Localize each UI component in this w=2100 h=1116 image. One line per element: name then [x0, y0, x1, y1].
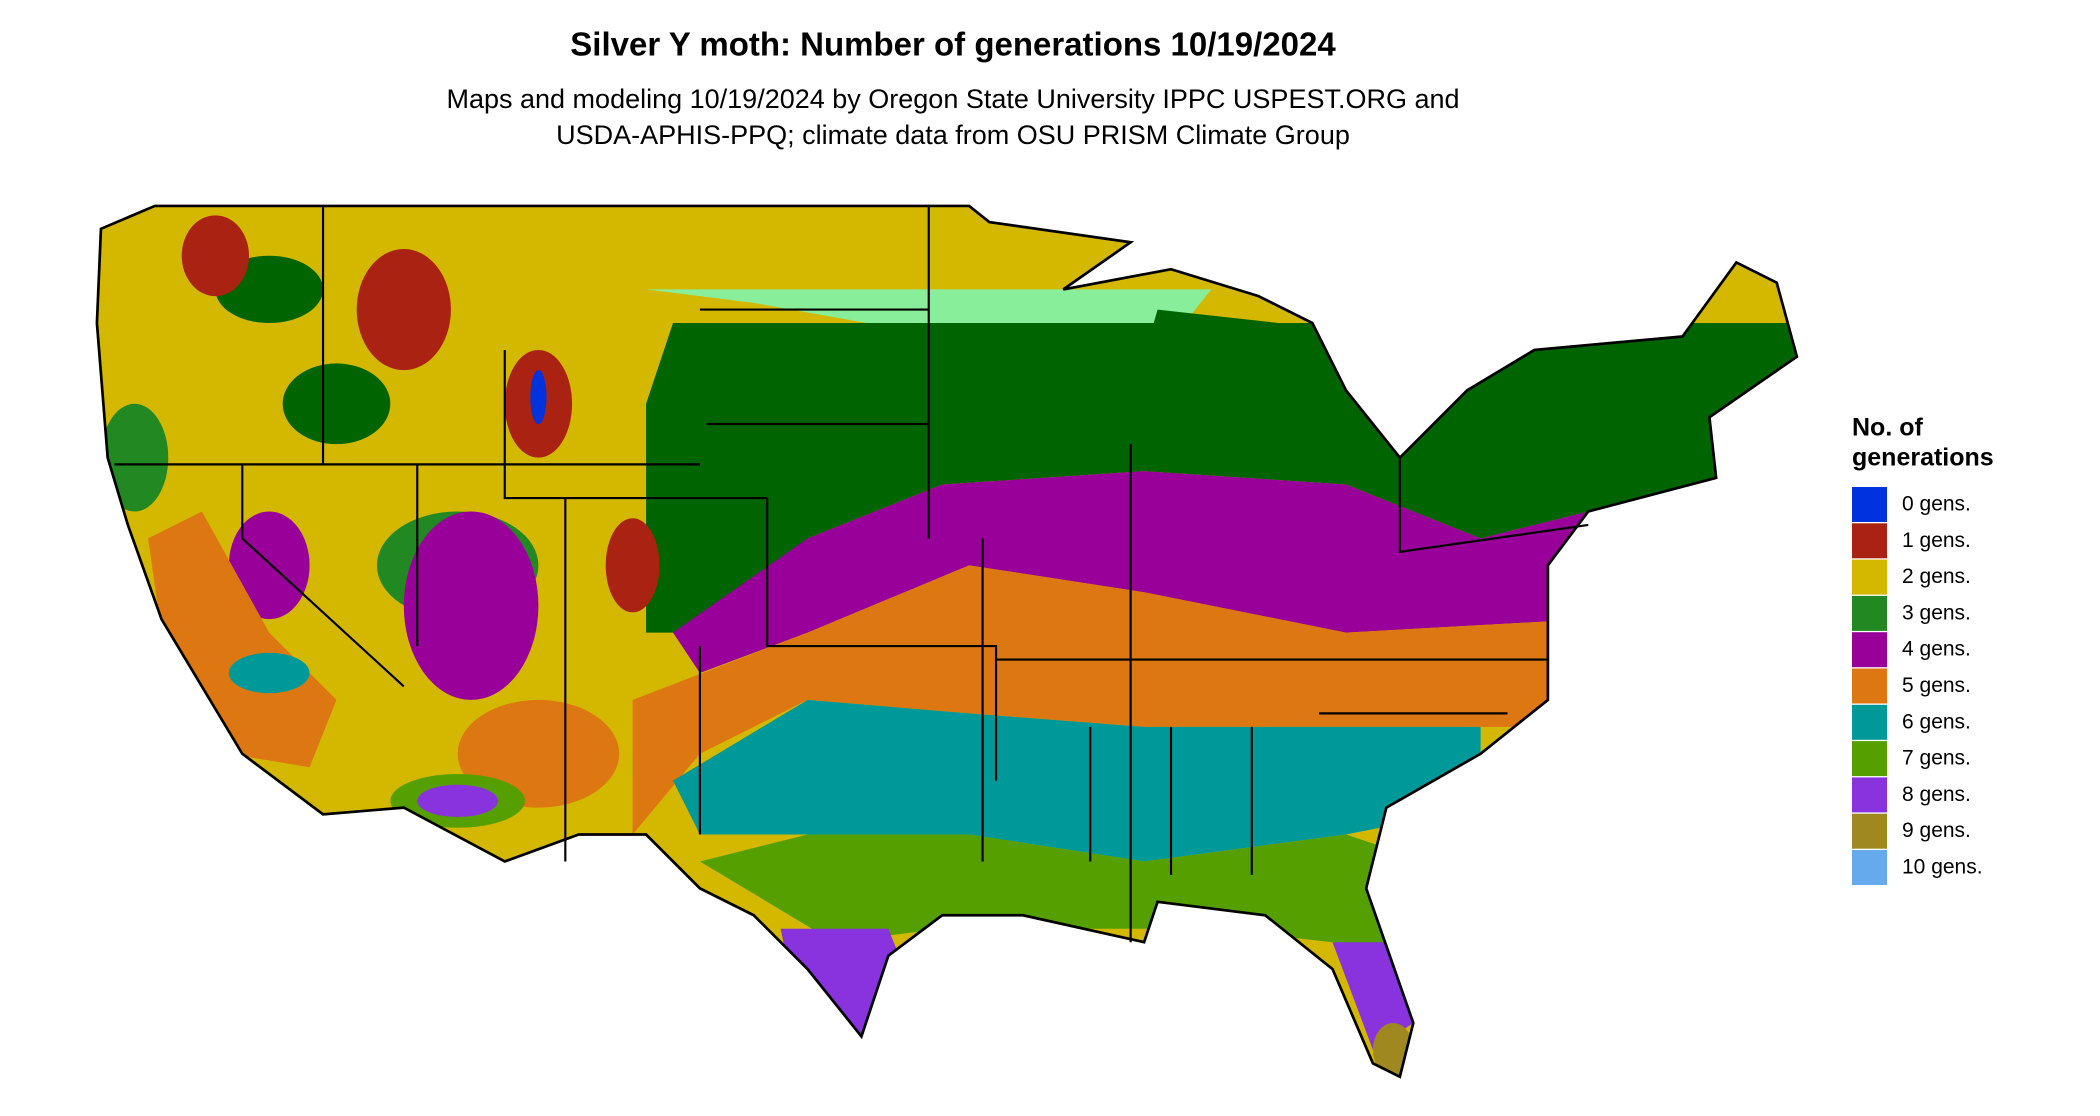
legend: 0 gens. 1 gens. 2 gens. 3 gens. 4 gens. 5 gen…: [1852, 487, 1983, 885]
legend-label: 0 gens.: [1902, 493, 1971, 516]
legend-label: 10 gens.: [1902, 856, 1983, 879]
legend-label: 5 gens.: [1902, 674, 1971, 697]
legend-swatch: [1852, 777, 1887, 813]
legend-label: 9 gens.: [1902, 819, 1971, 842]
legend-swatch: [1852, 813, 1887, 849]
legend-swatch: [1852, 741, 1887, 777]
legend-swatch: [1852, 850, 1887, 885]
legend-label: 3 gens.: [1902, 601, 1971, 624]
legend-swatch: [1852, 704, 1887, 740]
legend-label: 2 gens.: [1902, 565, 1971, 588]
legend-label: 6 gens.: [1902, 710, 1971, 733]
legend-label: 4 gens.: [1902, 638, 1971, 661]
legend-swatch: [1852, 523, 1887, 559]
map-title: Silver Y moth: Number of generations 10/…: [570, 26, 1336, 63]
map-subtitle: USDA-APHIS-PPQ; climate data from OSU PR…: [556, 120, 1350, 150]
us-map: [95, 204, 1799, 1079]
legend-label: 8 gens.: [1902, 783, 1971, 806]
legend-title: No. of: [1852, 414, 1923, 442]
legend-swatch: [1852, 559, 1887, 595]
legend-swatch: [1852, 487, 1887, 522]
legend-label: 1 gens.: [1902, 529, 1971, 552]
legend-label: 7 gens.: [1902, 747, 1971, 770]
legend-swatch: [1852, 632, 1887, 668]
map-subtitle: Maps and modeling 10/19/2024 by Oregon S…: [446, 84, 1459, 114]
legend-title: generations: [1852, 444, 1994, 472]
legend-swatch: [1852, 595, 1887, 631]
legend-swatch: [1852, 668, 1887, 704]
